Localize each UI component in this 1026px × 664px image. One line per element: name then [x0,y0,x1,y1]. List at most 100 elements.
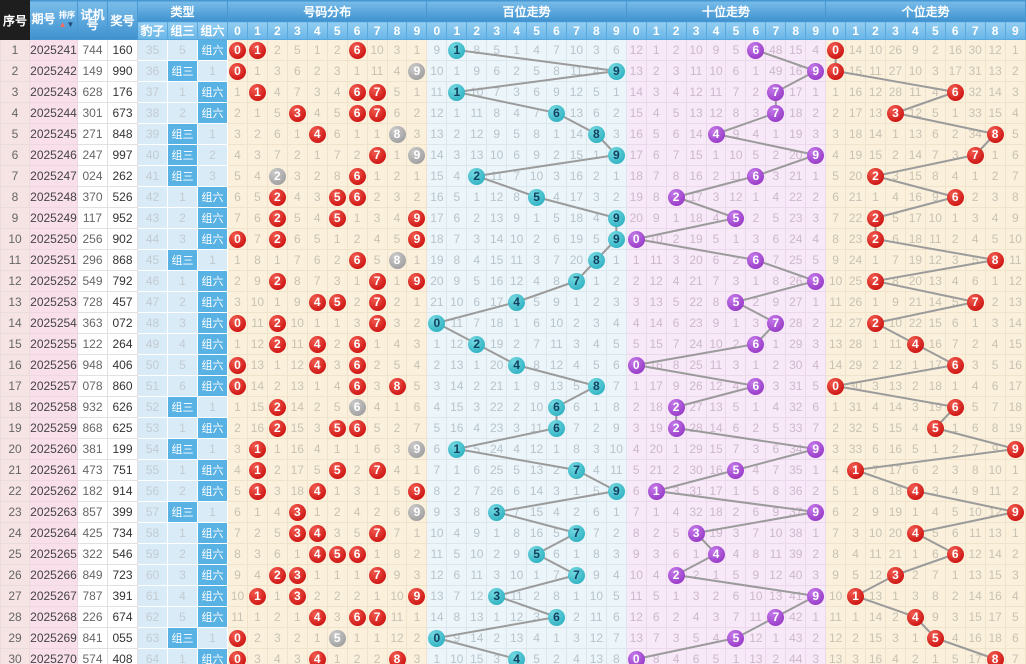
ten-cell: 5 [725,39,747,61]
hun-cell: 9 [506,207,528,229]
ten-cell: 17 [785,81,807,103]
hun-cell: 3 [546,480,567,502]
ten-hit-ball: 9 [807,272,825,290]
hun-cell: 8 [605,396,627,418]
unit-cell: 30 [964,39,986,61]
ten-digit-header-1: 1 [645,21,667,40]
unit-cell: 16 [845,81,867,103]
dist-cell: 8 [286,270,308,292]
hun-cell: 1 [506,312,528,334]
dist-cell: 8 [386,648,408,664]
ten-cell: 12 [625,39,647,61]
hun-cell: 7 [526,102,548,124]
ten-cell: 6 [645,144,667,166]
issue-cell: 2025249 [29,207,78,229]
unit-cell: 17 [904,207,926,229]
dist-hit-ball: 8 [388,251,406,269]
hun-cell: 2 [585,291,607,313]
dist-hit-ball: 7 [368,524,386,542]
dist-cell: 2 [266,186,288,208]
hun-cell: 1 [585,144,607,166]
unit-cell: 3 [884,165,906,187]
hun-cell: 9 [546,81,567,103]
ten-cell: 11 [685,60,707,82]
hun-cell: 3 [565,627,587,649]
hun-cell: 4 [426,396,448,418]
type-zusan-cell: 组三 [167,144,198,166]
unit-cell: 4 [904,606,926,628]
unit-cell: 14 [1004,312,1026,334]
dist-cell: 2 [326,249,348,271]
dist-cell: 4 [306,123,328,145]
table-row: 30 2025270 574 408 64 1 组六 0 3 4 3 4 1 2 2 8 3 1 10 15 3 4 5 2 4… [0,648,1026,664]
unit-cell: 16 [1004,354,1026,376]
ten-cell: 22 [785,186,807,208]
sort-control[interactable]: 排序 ▲▼ [58,11,76,29]
dist-cell: 1 [306,501,328,523]
ten-digit-header-8: 8 [785,21,807,40]
hun-cell: 13 [486,207,508,229]
dist-cell: 0 [227,375,248,397]
dist-cell: 1 [306,144,328,166]
sort-ascending-icon[interactable]: ▲ [58,20,67,29]
hun-hit-ball: 7 [567,272,585,290]
col-header-issue[interactable]: 期号 排序 ▲▼ [29,0,78,40]
col-header-type-0: 豹子 [137,21,168,40]
unit-cell: 14 [904,144,926,166]
type-baozi-cell: 43 [137,207,168,229]
hun-cell: 9 [585,564,607,586]
unit-cell: 15 [904,165,926,187]
ten-cell: 3 [705,606,727,628]
table-row: 15 2025255 122 264 49 4 组六 1 12 2 11 4 2 6 1 4 3 1 12 2 19 2 7… [0,333,1026,355]
sort-descending-icon[interactable]: ▼ [66,20,75,29]
type-zusan-cell: 1 [167,186,198,208]
ten-cell: 6 [665,312,687,334]
hun-cell: 0 [426,312,448,334]
hun-cell: 1 [486,606,508,628]
unit-cell: 1 [924,438,946,460]
unit-cell: 3 [865,375,886,397]
ten-cell: 9 [805,501,827,523]
seq-cell: 30 [0,648,30,664]
dist-hit-ball: 3 [288,566,306,584]
ten-cell: 3 [765,375,787,397]
dist-cell: 6 [227,501,248,523]
hun-cell: 15 [565,144,587,166]
prize-number-cell: 792 [107,270,138,292]
type-zusan-cell: 组三 [167,123,198,145]
ten-cell: 7 [665,333,687,355]
ten-cell: 2 [745,81,767,103]
dist-hit-ball: 2 [268,230,286,248]
hun-cell: 9 [486,123,508,145]
dist-cell: 4 [306,291,328,313]
hun-cell: 1 [446,102,468,124]
unit-cell: 18 [1004,396,1026,418]
hun-cell: 13 [446,354,468,376]
dist-cell: 7 [326,144,348,166]
dist-hit-ball: 3 [288,587,306,605]
hun-cell: 6 [565,396,587,418]
dist-hit-ball: 3 [288,524,306,542]
ten-hit-ball: 6 [747,377,765,395]
hun-cell: 5 [426,417,448,439]
dist-cell: 7 [227,522,248,544]
unit-cell: 2 [865,270,886,292]
dist-cell: 2 [266,417,288,439]
unit-cell: 9 [1004,207,1026,229]
ten-cell: 11 [645,249,667,271]
dist-cell: 3 [406,564,428,586]
type-zusan-cell: 5 [167,606,198,628]
dist-cell: 7 [366,144,388,166]
trial-number-cell: 932 [77,396,108,418]
dist-cell: 5 [326,417,348,439]
dist-cell: 0 [227,354,248,376]
dist-hit-ball: 9 [408,209,426,227]
hun-cell: 5 [506,123,528,145]
dist-cell: 11 [246,312,268,334]
issue-cell: 2025268 [29,606,78,628]
hun-cell: 5 [585,228,607,250]
issue-cell: 2025248 [29,186,78,208]
hun-hit-ball: 9 [607,209,625,227]
ten-cell: 4 [765,186,787,208]
